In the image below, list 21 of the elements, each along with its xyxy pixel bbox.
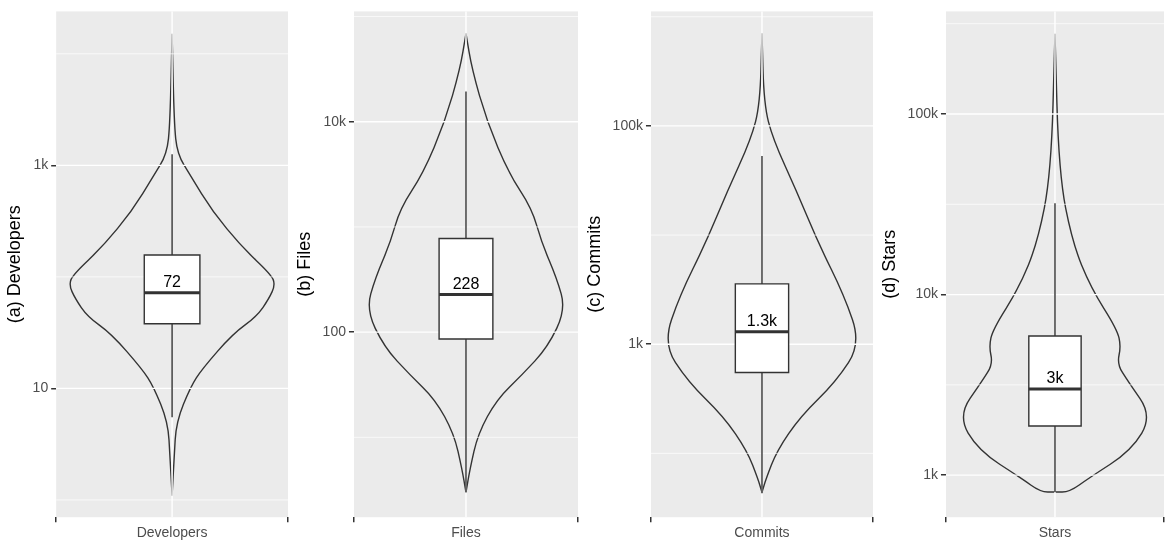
y-axis-title: (d) Stars (878, 229, 899, 299)
y-axis-title: (c) Commits (583, 215, 604, 313)
text: 72 (163, 273, 181, 291)
y-tick-label: 1k (628, 335, 644, 352)
y-tick-label: 100 (322, 322, 347, 339)
x-tick-label: Files (451, 524, 481, 541)
x-tick-label: Developers (136, 524, 208, 541)
x-tick-label: Commits (734, 524, 790, 541)
text: 228 (452, 274, 480, 292)
text: 3k (1046, 369, 1064, 387)
y-tick-label: 1k (923, 466, 939, 483)
y-tick-label: 10 (32, 379, 49, 396)
y-tick-label: 100k (907, 104, 939, 121)
x-tick-label: Stars (1038, 524, 1072, 541)
y-tick-label: 100k (612, 116, 644, 133)
y-tick-label: 1k (33, 156, 50, 173)
text: 1.3k (746, 312, 778, 330)
y-tick-label: 10k (323, 112, 347, 129)
y-axis-title: (b) Files (293, 231, 314, 297)
y-tick-label: 10k (915, 285, 939, 302)
y-axis-title: (a) Developers (3, 205, 24, 324)
